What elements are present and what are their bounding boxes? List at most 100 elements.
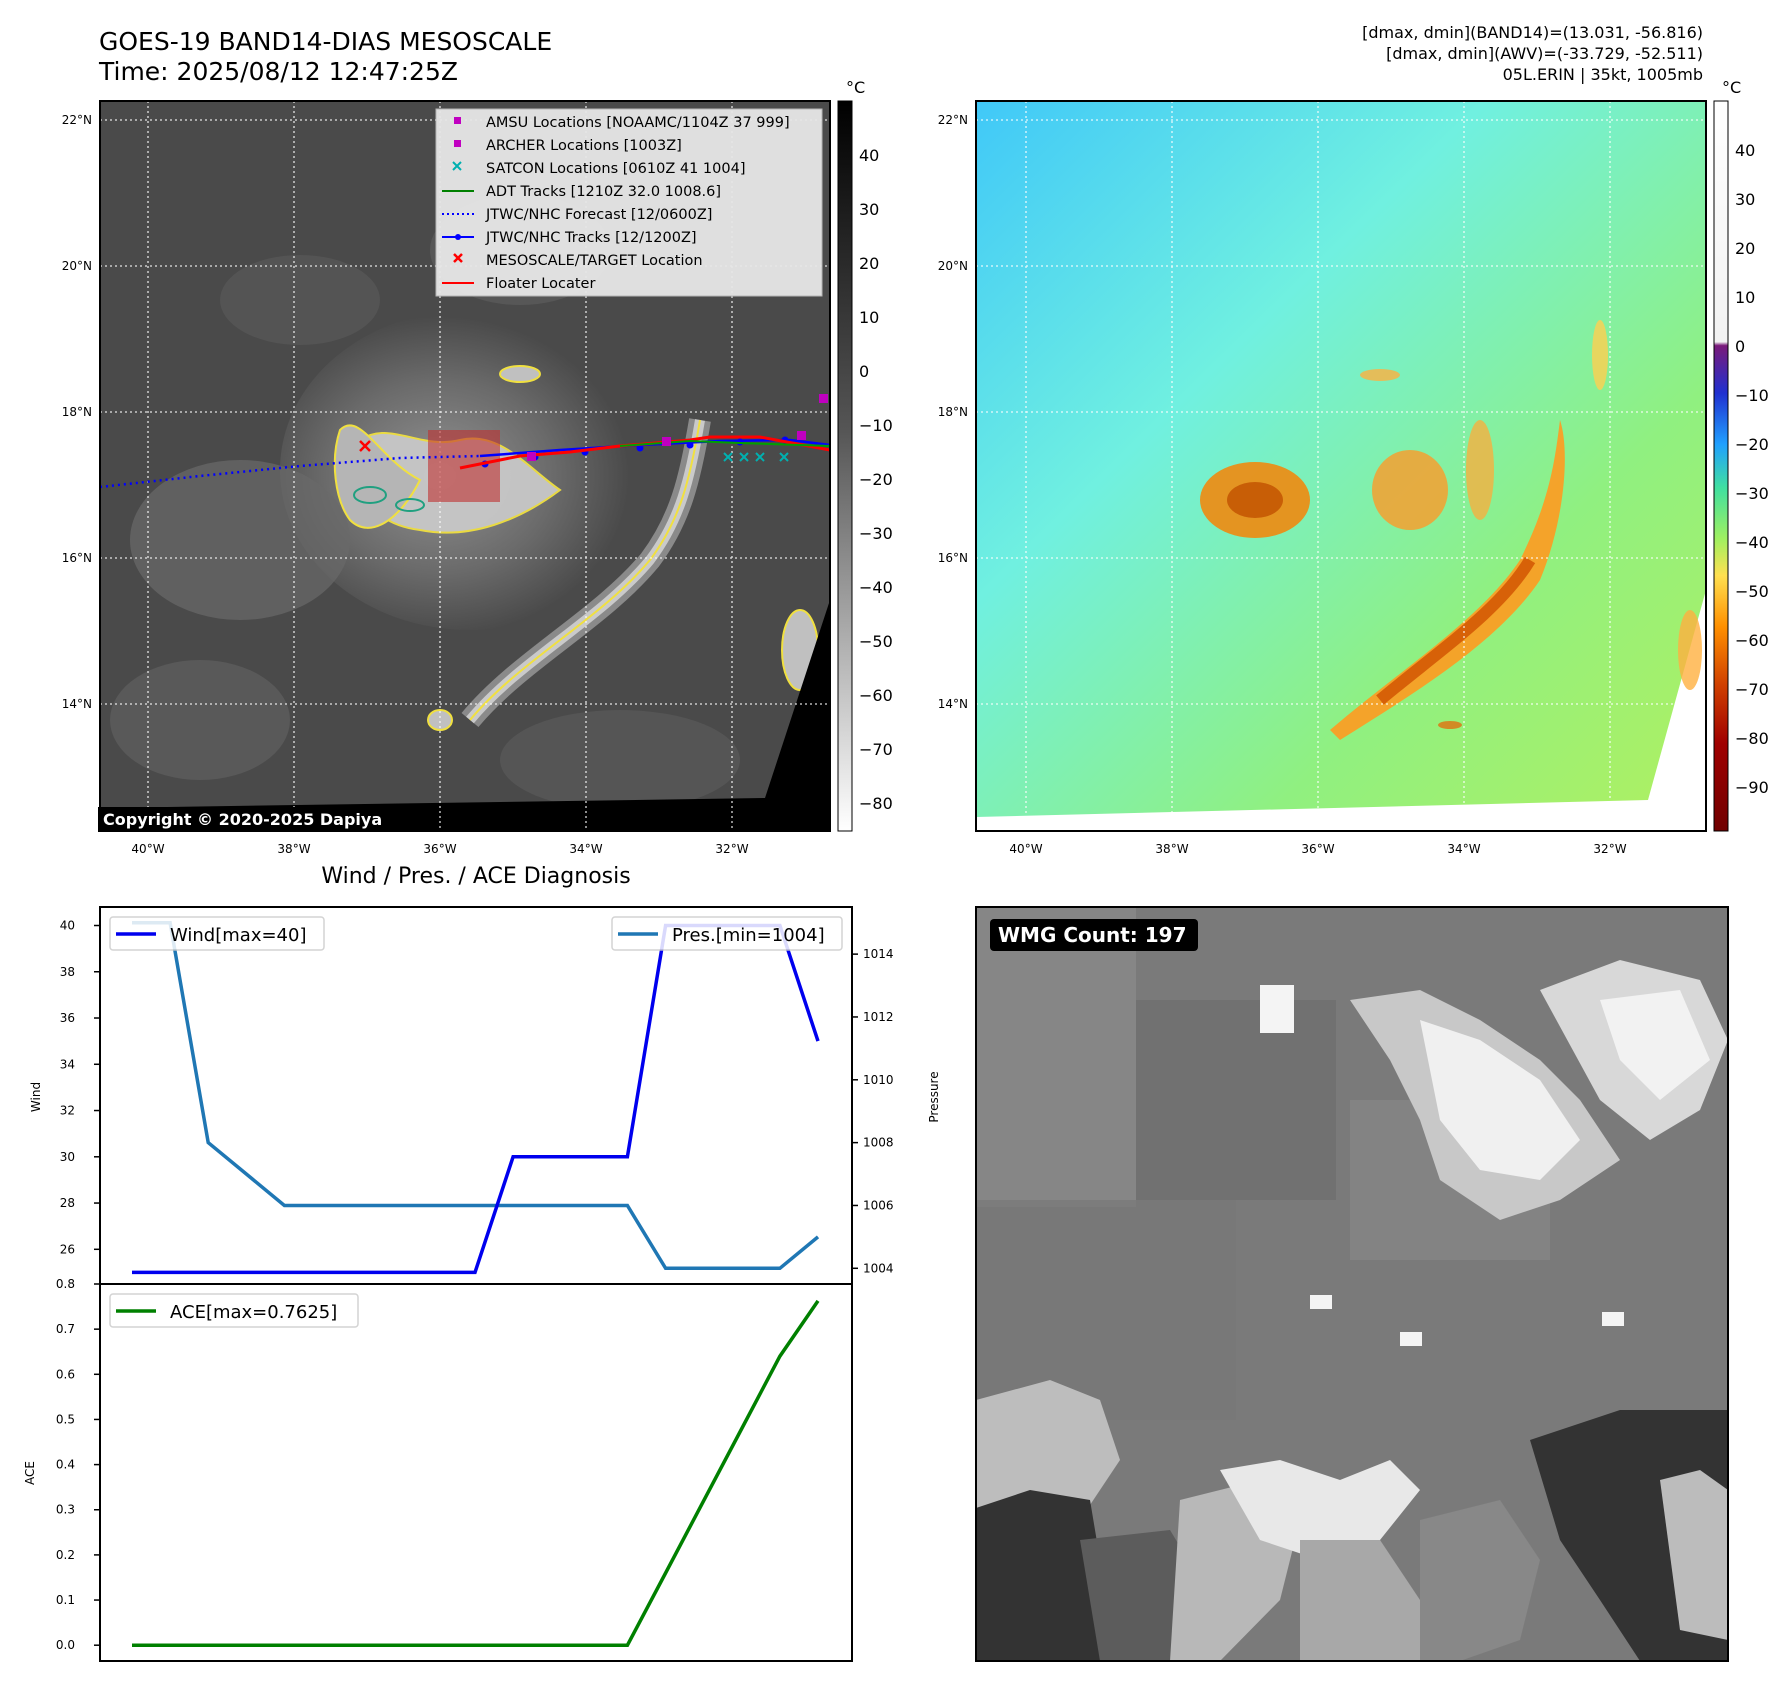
ace-y-tick-label: 0.2	[56, 1548, 75, 1562]
wv-lat-20: 20°N	[938, 259, 968, 273]
mesoscale-target-marker	[359, 440, 371, 452]
wv-lat-22: 22°N	[938, 113, 968, 127]
ace-y-tick-label: 0.3	[56, 1503, 75, 1517]
wv-cb-m40: −40	[1735, 533, 1769, 552]
ir-cb-m50: −50	[859, 632, 893, 651]
info-line-3: 05L.ERIN | 35kt, 1005mb	[1503, 65, 1703, 84]
figure-title: GOES-19 BAND14-DIAS MESOSCALE	[99, 27, 552, 56]
legend-amsu-icon	[454, 117, 461, 124]
ace-legend-label: ACE[max=0.7625]	[170, 1302, 337, 1323]
ir-map-panel: Copyright © 2020-2025 Dapiya AMSU Locati…	[62, 78, 893, 856]
wv-lat-ticks: 22°N 20°N 18°N 16°N 14°N	[938, 113, 968, 711]
wv-cb-0: 0	[1735, 337, 1745, 356]
pressure-y-tick-label: 1014	[863, 947, 894, 961]
wind-legend-box	[109, 916, 325, 951]
ace-y-tick-label: 0.1	[56, 1593, 75, 1607]
wv-lon-40: 40°W	[1009, 842, 1042, 856]
ir-lon-36: 36°W	[423, 842, 456, 856]
ace-y-tick-label: 0.8	[56, 1277, 75, 1291]
wv-cb-10: 10	[1735, 288, 1755, 307]
pressure-legend-label: Pres.[min=1004]	[672, 925, 825, 946]
ace-legend: ACE[max=0.7625]	[109, 1293, 359, 1328]
ir-lat-22: 22°N	[62, 113, 92, 127]
ace-y-tick-label: 0.5	[56, 1412, 75, 1426]
wind-y-tick-label: 36	[60, 1011, 75, 1025]
pressure-legend: Pres.[min=1004]	[611, 916, 843, 951]
ir-lon-ticks: 40°W 38°W 36°W 34°W 32°W	[131, 842, 748, 856]
legend-archer-icon	[454, 140, 461, 147]
wind-legend: Wind[max=40]	[109, 916, 325, 951]
ir-cb-m20: −20	[859, 470, 893, 489]
wind-y-tick-label: 26	[60, 1242, 75, 1256]
legend-archer-label: ARCHER Locations [1003Z]	[486, 138, 682, 154]
wind-pressure-axes	[99, 906, 853, 1285]
jtwc-forecast-track	[99, 454, 481, 489]
ace-y-tick-label: 0.0	[56, 1638, 75, 1652]
jtwc-best-track	[479, 438, 831, 458]
ace-y-tick-label: 0.7	[56, 1322, 75, 1336]
wv-cb-m20: −20	[1735, 435, 1769, 454]
wind-y-ticks: 26 28 30 32 34 36 38 40	[60, 919, 100, 1256]
pressure-legend-box	[611, 916, 843, 951]
ir-colorbar-unit: °C	[846, 78, 865, 97]
wv-lon-36: 36°W	[1301, 842, 1334, 856]
ir-cb-0: 0	[859, 362, 869, 381]
ir-cb-m30: −30	[859, 524, 893, 543]
ir-legend-box	[435, 108, 823, 297]
pressure-y-ticks: 1004 1006 1008 1010 1012 1014	[852, 947, 894, 1275]
wv-cb-m70: −70	[1735, 680, 1769, 699]
pressure-axis-label: Pressure	[927, 1071, 941, 1122]
satcon-points	[723, 452, 789, 462]
wv-lon-ticks: 40°W 38°W 36°W 34°W 32°W	[1009, 842, 1626, 856]
ir-cb-30: 30	[859, 200, 879, 219]
ir-cb-m70: −70	[859, 740, 893, 759]
wv-lat-16: 16°N	[938, 551, 968, 565]
wmg-count-label: WMG Count: 197	[998, 923, 1187, 947]
wv-cb-m90: −90	[1735, 778, 1769, 797]
wv-lon-32: 32°W	[1593, 842, 1626, 856]
wmg-frame	[975, 906, 1729, 1662]
wv-lon-38: 38°W	[1155, 842, 1188, 856]
ir-lat-20: 20°N	[62, 259, 92, 273]
ir-colorbar-gradient	[837, 100, 853, 832]
ace-y-tick-label: 0.4	[56, 1458, 75, 1472]
wmg-count-box	[990, 919, 1198, 951]
wind-axis-label: Wind	[29, 1082, 43, 1112]
wv-cb-m60: −60	[1735, 631, 1769, 650]
wind-y-tick-label: 38	[60, 965, 75, 979]
wind-y-tick-label: 30	[60, 1150, 75, 1164]
wv-cb-m80: −80	[1735, 729, 1769, 748]
wv-cb-20: 20	[1735, 239, 1755, 258]
wv-cb-m50: −50	[1735, 582, 1769, 601]
ir-lon-38: 38°W	[277, 842, 310, 856]
ir-lat-ticks: 22°N 20°N 18°N 16°N 14°N	[62, 113, 92, 711]
diagnosis-title: Wind / Pres. / ACE Diagnosis	[321, 864, 630, 889]
wind-y-tick-label: 32	[60, 1104, 75, 1118]
ir-legend: AMSU Locations [NOAAMC/1104Z 37 999] ARC…	[435, 108, 823, 297]
wv-map-panel: 22°N 20°N 18°N 16°N 14°N 40°W 38°W 36°W …	[938, 78, 1769, 856]
wv-colorbar-ticks: 40 30 20 10 0 −10 −20 −30 −40 −50 −60 −7…	[1735, 141, 1769, 797]
wind-y-tick-label: 40	[60, 919, 75, 933]
diagnosis-panel: Wind / Pres. / ACE Diagnosis 26 28 30 32 34 3…	[23, 864, 941, 1662]
legend-tracks-dot-icon	[455, 234, 461, 240]
ir-lon-40: 40°W	[131, 842, 164, 856]
legend-amsu-label: AMSU Locations [NOAAMC/1104Z 37 999]	[486, 115, 790, 131]
ir-lat-18: 18°N	[62, 405, 92, 419]
wv-lon-34: 34°W	[1447, 842, 1480, 856]
ace-axis-label: ACE	[23, 1461, 37, 1485]
wv-cb-m10: −10	[1735, 386, 1769, 405]
info-line-1: [dmax, dmin](BAND14)=(13.031, -56.816)	[1362, 23, 1703, 42]
ir-cb-m80: −80	[859, 794, 893, 813]
pressure-y-tick-label: 1012	[863, 1010, 894, 1024]
amsu-archer-points	[527, 394, 828, 461]
wmg-panel: WMG Count: 197	[975, 906, 1729, 1662]
ir-cb-20: 20	[859, 254, 879, 273]
legend-target-label: MESOSCALE/TARGET Location	[486, 253, 703, 269]
wv-cb-30: 30	[1735, 190, 1755, 209]
ir-cb-m10: −10	[859, 416, 893, 435]
info-line-2: [dmax, dmin](AWV)=(-33.729, -52.511)	[1386, 44, 1703, 63]
ir-colorbar-ticks: 40 30 20 10 0 −10 −20 −30 −40 −50 −60 −7…	[859, 146, 893, 813]
ir-lon-32: 32°W	[715, 842, 748, 856]
pressure-y-tick-label: 1010	[863, 1073, 894, 1087]
